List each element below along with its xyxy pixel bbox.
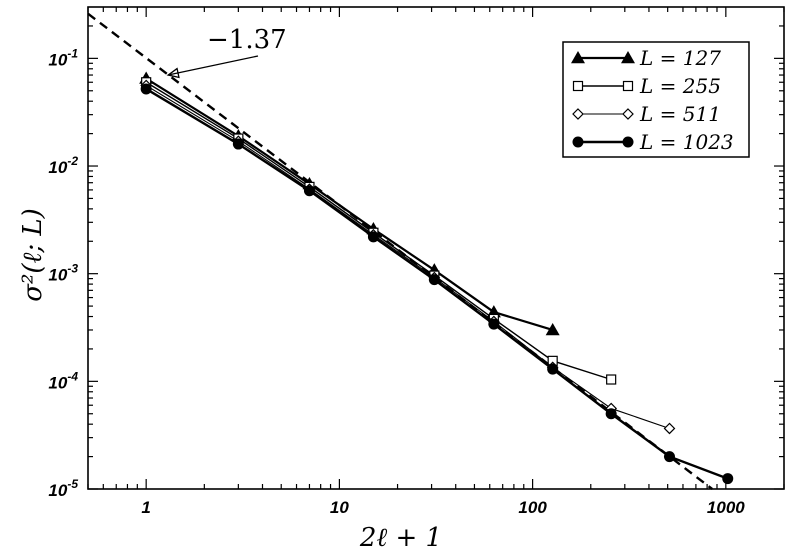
minor-ticks xyxy=(87,7,785,489)
legend-box xyxy=(562,41,750,158)
y-tick-label: 10-4 xyxy=(48,369,78,392)
slope-annotation-arrowhead xyxy=(166,67,180,79)
marker-circle xyxy=(605,408,617,420)
marker-triangle xyxy=(545,322,560,336)
series-layer xyxy=(139,71,734,485)
plot-frame xyxy=(87,6,785,490)
legend-label: L = 511 xyxy=(639,102,721,126)
marker-circle xyxy=(232,138,244,150)
legend-item-3: L = 511 xyxy=(572,102,721,126)
legend-label: L = 1023 xyxy=(639,130,734,154)
legend: L = 127 L = 255 L = 511 L = 1023 xyxy=(562,41,750,158)
slope-annotation: −1.37 xyxy=(166,25,287,79)
marker-circle xyxy=(572,136,584,148)
plot-area: 1 10 100 1000 10-1 10-2 10-3 10-4 10-5 xyxy=(48,6,785,517)
series-1 xyxy=(139,71,560,336)
y-tick-label: 10-3 xyxy=(48,262,78,285)
x-axis-label: 2ℓ + 1 xyxy=(359,523,442,552)
marker-circle xyxy=(488,318,500,330)
marker-diamond xyxy=(663,422,676,435)
x-tick-labels: 1 10 100 1000 xyxy=(141,498,745,517)
legend-label: L = 127 xyxy=(639,46,721,70)
slope-annotation-text: −1.37 xyxy=(207,25,287,55)
marker-circle xyxy=(622,136,634,148)
legend-label: L = 255 xyxy=(639,74,721,98)
marker-square xyxy=(572,80,584,92)
marker-circle xyxy=(140,83,152,95)
legend-item-2: L = 255 xyxy=(572,74,721,98)
marker-square xyxy=(622,80,634,92)
series-line xyxy=(145,77,553,332)
x-tick-label: 1 xyxy=(141,498,150,517)
marker-circle xyxy=(663,451,675,463)
y-tick-label: 10-5 xyxy=(48,477,78,500)
slope-annotation-arrow xyxy=(168,55,259,76)
y-tick-label: 10-2 xyxy=(48,154,78,177)
x-tick-label: 1000 xyxy=(707,498,745,517)
marker-square xyxy=(606,374,617,385)
y-tick-label: 10-1 xyxy=(48,46,78,69)
y-tick-labels: 10-1 10-2 10-3 10-4 10-5 xyxy=(48,46,78,500)
legend-item-4: L = 1023 xyxy=(572,130,734,154)
marker-diamond xyxy=(622,108,634,120)
series-4 xyxy=(140,83,734,485)
marker-diamond xyxy=(572,108,584,120)
marker-circle xyxy=(722,473,734,485)
marker-circle xyxy=(303,185,315,197)
marker-circle xyxy=(547,363,559,375)
series-2 xyxy=(141,77,617,385)
x-tick-label: 10 xyxy=(330,498,349,517)
marker-circle xyxy=(428,274,440,286)
marker-triangle xyxy=(571,51,585,64)
major-ticks xyxy=(88,7,784,490)
series-line xyxy=(145,81,612,381)
legend-item-1: L = 127 xyxy=(571,46,721,70)
series-line xyxy=(145,87,729,480)
x-tick-label: 100 xyxy=(518,498,547,517)
legend-items: L = 127 L = 255 L = 511 L = 1023 xyxy=(571,46,734,154)
marker-circle xyxy=(367,231,379,243)
marker-triangle xyxy=(621,51,635,64)
y-axis-label: σ²(ℓ; L) xyxy=(18,208,48,302)
